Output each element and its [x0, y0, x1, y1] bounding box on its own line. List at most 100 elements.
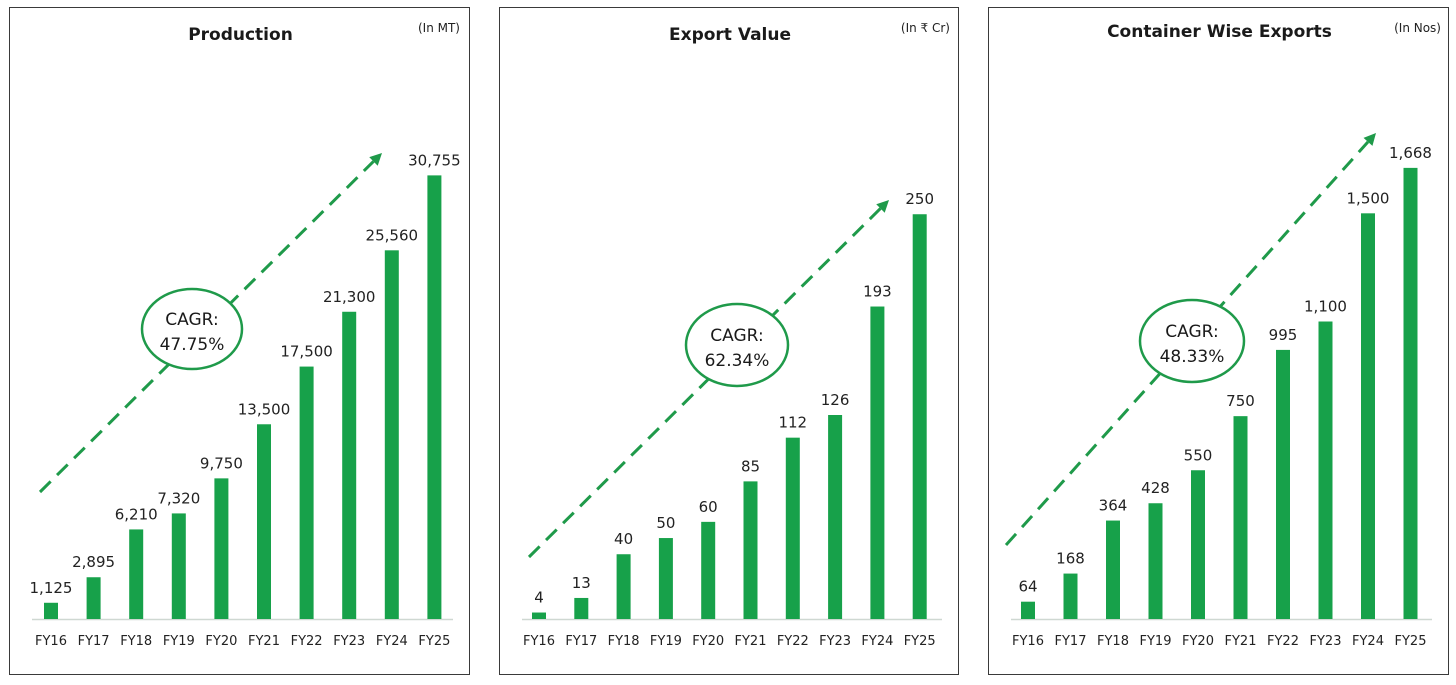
bar-fy21: [743, 481, 758, 619]
x-tick-label: FY23: [1310, 634, 1342, 649]
data-label: 30,755: [408, 151, 461, 169]
production-chart-panel: Production (In MT) 1,125 FY16 2,895 FY17 6,210…: [9, 7, 470, 675]
data-label: 168: [1056, 550, 1085, 568]
data-label: 1,668: [1389, 144, 1432, 162]
chart-title: Export Value: [669, 25, 791, 45]
bar-fy19: [1148, 503, 1163, 619]
x-tick-label: FY19: [163, 634, 195, 649]
chart-svg: Export Value (In ₹ Cr) 4 FY16 13 FY17 40 FY18 50…: [522, 21, 950, 649]
unit-label: (In ₹ Cr): [901, 21, 950, 35]
bar-fy16: [1021, 601, 1035, 619]
data-label: 13: [572, 574, 591, 592]
data-label: 13,500: [238, 400, 291, 418]
unit-label: (In MT): [418, 21, 460, 35]
data-label: 17,500: [280, 343, 333, 361]
x-tick-label: FY21: [735, 634, 767, 649]
container-exports-chart-panel: Container Wise Exports (In Nos) 64 FY16 168 F…: [988, 7, 1449, 675]
data-label: 7,320: [157, 489, 200, 507]
data-label: 112: [778, 414, 807, 432]
bar-fy17: [574, 597, 589, 619]
bar-fy23: [342, 311, 357, 619]
bar-fy19: [171, 513, 186, 619]
data-label: 550: [1184, 446, 1213, 464]
data-label: 750: [1226, 392, 1255, 410]
cagr-badge: [1138, 298, 1246, 384]
cagr-badge: [684, 302, 790, 388]
x-tick-label: FY24: [861, 634, 893, 649]
bar-fy19: [658, 538, 673, 619]
bar-fy23: [1318, 321, 1333, 619]
data-label: 4: [534, 589, 544, 607]
x-tick-label: FY17: [565, 634, 597, 649]
bar-fy18: [129, 529, 144, 619]
data-label: 364: [1099, 497, 1128, 515]
unit-label: (In Nos): [1394, 21, 1441, 35]
cagr-badge: [140, 287, 244, 371]
bar-fy17: [1063, 573, 1078, 619]
x-tick-label: FY16: [523, 634, 555, 649]
bar-fy25: [912, 214, 927, 619]
chart-title: Container Wise Exports: [1107, 22, 1332, 42]
cagr-label: CAGR:: [710, 326, 763, 346]
x-tick-label: FY16: [35, 634, 67, 649]
trend-arrow-line: [38, 160, 375, 494]
data-label: 995: [1269, 326, 1298, 344]
cagr-value: 62.34%: [705, 351, 770, 371]
bar-fy22: [1276, 349, 1290, 619]
bar-fy22: [299, 366, 314, 619]
bar-fy20: [214, 478, 229, 619]
data-label: 40: [614, 530, 633, 548]
trend-arrow-head: [369, 153, 382, 166]
x-tick-label: FY18: [120, 634, 152, 649]
x-tick-label: FY25: [904, 634, 936, 649]
data-label: 250: [905, 190, 934, 208]
x-tick-label: FY20: [205, 634, 237, 649]
bar-fy18: [1106, 520, 1120, 619]
bar-fy25: [1403, 167, 1418, 619]
bar-fy16: [44, 602, 58, 619]
bar-fy23: [828, 415, 843, 619]
data-label: 1,500: [1347, 189, 1390, 207]
data-label: 193: [863, 283, 892, 301]
bar-fy24: [1361, 213, 1375, 619]
bar-fy20: [701, 521, 716, 619]
export-value-chart-panel: Export Value (In ₹ Cr) 4 FY16 13 FY17 40 FY18 50…: [499, 7, 959, 675]
data-label: 21,300: [323, 288, 376, 306]
chart-svg: Production (In MT) 1,125 FY16 2,895 FY17 6,210…: [30, 21, 461, 649]
data-label: 1,100: [1304, 298, 1347, 316]
bar-fy22: [785, 437, 800, 619]
bar-fy18: [616, 554, 631, 619]
x-tick-label: FY18: [1097, 634, 1129, 649]
x-tick-label: FY22: [1267, 634, 1299, 649]
x-tick-label: FY24: [1352, 634, 1384, 649]
x-tick-label: FY22: [777, 634, 809, 649]
trend-arrow-line: [527, 207, 882, 559]
data-label: 6,210: [115, 505, 158, 523]
x-tick-label: FY23: [819, 634, 851, 649]
x-tick-label: FY25: [1395, 634, 1427, 649]
x-tick-label: FY18: [608, 634, 640, 649]
x-tick-label: FY19: [1140, 634, 1172, 649]
bar-fy20: [1191, 470, 1205, 619]
x-tick-label: FY17: [78, 634, 110, 649]
x-tick-label: FY25: [418, 634, 450, 649]
data-label: 25,560: [366, 226, 419, 244]
cagr-value: 47.75%: [160, 335, 225, 355]
x-tick-label: FY22: [291, 634, 323, 649]
bar-fy24: [384, 250, 399, 620]
cagr-label: CAGR:: [1165, 322, 1218, 342]
x-tick-label: FY23: [333, 634, 365, 649]
data-label: 85: [741, 457, 760, 475]
x-tick-label: FY19: [650, 634, 682, 649]
cagr-value: 48.33%: [1160, 347, 1225, 367]
x-tick-label: FY21: [248, 634, 280, 649]
data-label: 64: [1018, 578, 1037, 596]
bar-fy21: [1233, 416, 1248, 619]
x-tick-label: FY17: [1055, 634, 1087, 649]
data-label: 60: [699, 498, 718, 516]
bar-fy21: [257, 424, 271, 619]
bar-fy24: [870, 306, 885, 619]
data-label: 50: [656, 514, 675, 532]
cagr-label: CAGR:: [165, 310, 218, 330]
trend-arrow-head: [876, 200, 889, 213]
